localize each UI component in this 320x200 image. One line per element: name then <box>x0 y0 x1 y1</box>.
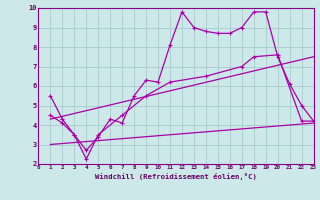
X-axis label: Windchill (Refroidissement éolien,°C): Windchill (Refroidissement éolien,°C) <box>95 173 257 180</box>
